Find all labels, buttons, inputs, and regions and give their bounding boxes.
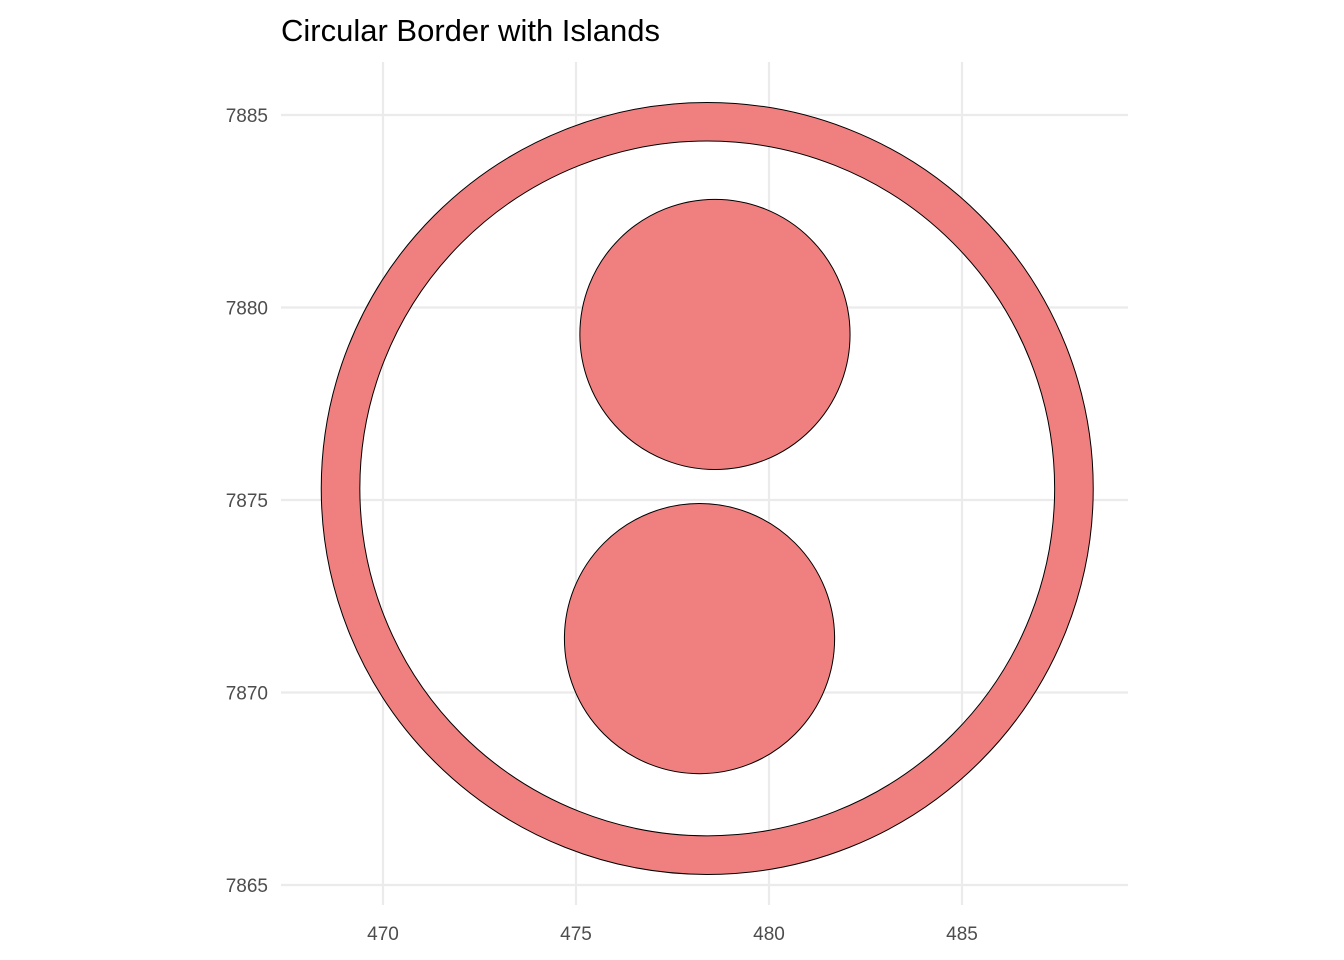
y-tick-label: 7875 xyxy=(226,491,268,512)
x-tick-label: 480 xyxy=(753,924,785,945)
y-tick-label: 7880 xyxy=(226,299,268,320)
island-south xyxy=(563,502,836,775)
y-tick-label: 7870 xyxy=(226,684,268,705)
y-tick-labels: 7865 7870 7875 7880 7885 xyxy=(226,106,268,897)
x-tick-label: 475 xyxy=(560,924,592,945)
x-tick-label: 470 xyxy=(367,924,399,945)
border-ring xyxy=(320,102,1094,875)
y-tick-label: 7885 xyxy=(226,106,268,127)
island-north xyxy=(579,198,851,471)
y-tick-label: 7865 xyxy=(226,876,268,897)
x-tick-labels: 470 475 480 485 xyxy=(367,924,978,945)
chart-title: Circular Border with Islands xyxy=(281,13,660,48)
map-shapes xyxy=(320,102,1094,875)
x-tick-label: 485 xyxy=(946,924,978,945)
